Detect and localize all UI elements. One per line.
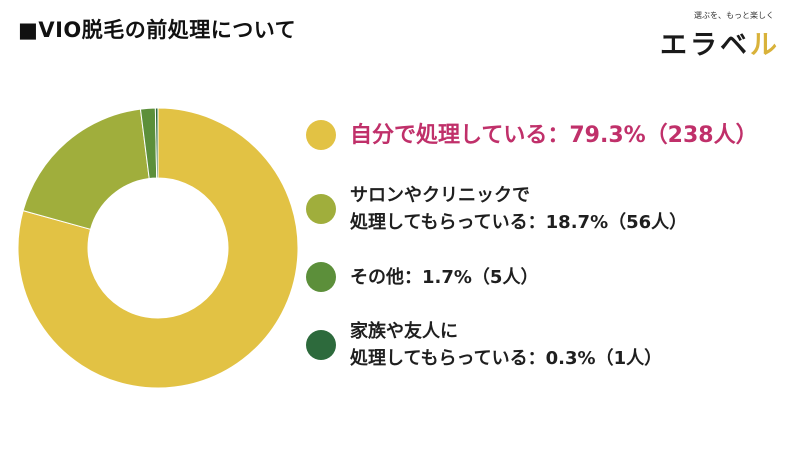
legend-label-line: 自分で処理している：79.3%（238人） (350, 122, 758, 148)
legend-label: 自分で処理している：79.3%（238人） (350, 122, 758, 149)
brand-logo: 選ぶを、もっと楽しく エラベル (660, 10, 780, 62)
legend-label: その他：1.7%（5人） (350, 264, 538, 291)
legend-color-dot (306, 262, 336, 292)
donut-slice-4 (154, 107, 159, 179)
donut-chart (17, 107, 299, 389)
logo-name-part2: ル (750, 30, 780, 61)
legend-color-dot (306, 330, 336, 360)
legend-item: その他：1.7%（5人） (306, 262, 538, 292)
legend-item: サロンやクリニックで処理してもらっている：18.7%（56人） (306, 182, 687, 236)
legend-label-line: 処理してもらっている：0.3%（1人） (350, 348, 663, 369)
donut-slice-1 (17, 107, 299, 389)
legend-label: 家族や友人に処理してもらっている：0.3%（1人） (350, 318, 662, 372)
donut-slice-2 (22, 108, 150, 230)
legend-label-line: サロンやクリニックで (350, 185, 530, 206)
logo-name: エラベル (660, 23, 780, 62)
legend-label-line: 処理してもらっている：18.7%（56人） (350, 212, 688, 233)
legend-color-dot (306, 194, 336, 224)
legend-label: サロンやクリニックで処理してもらっている：18.7%（56人） (350, 182, 687, 236)
legend-label-line: 家族や友人に (350, 321, 458, 342)
legend-color-dot (306, 120, 336, 150)
logo-name-part1: エラベ (660, 30, 750, 61)
legend-item: 家族や友人に処理してもらっている：0.3%（1人） (306, 318, 662, 372)
legend-label-line: その他：1.7%（5人） (350, 266, 539, 288)
legend-item: 自分で処理している：79.3%（238人） (306, 120, 758, 150)
page-title: ■VIO脱毛の前処理について (18, 18, 297, 42)
logo-tagline: 選ぶを、もっと楽しく (694, 11, 774, 20)
